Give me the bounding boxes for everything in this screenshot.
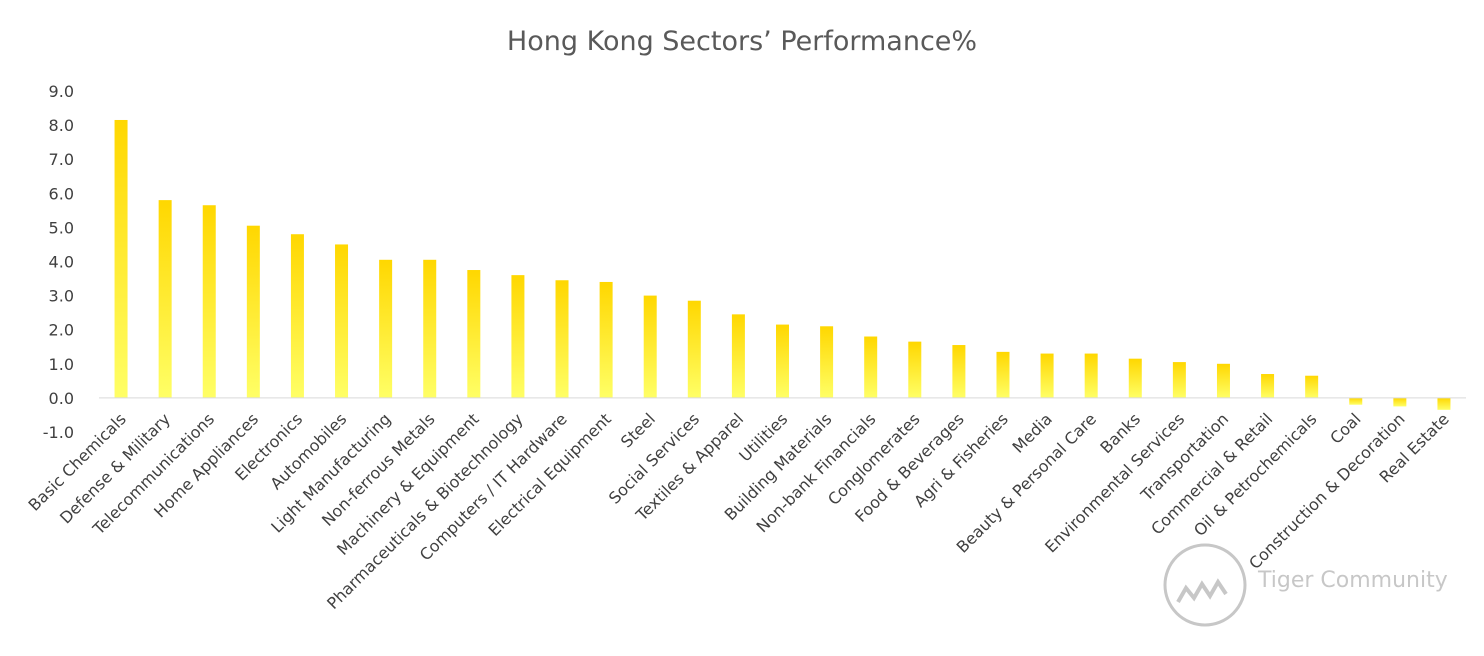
bar bbox=[643, 295, 657, 398]
bar bbox=[908, 341, 922, 398]
bar bbox=[1305, 375, 1319, 398]
bar bbox=[1393, 397, 1407, 407]
y-tick-label: 1.0 bbox=[49, 355, 74, 374]
bar bbox=[467, 270, 481, 398]
bar bbox=[1040, 353, 1054, 398]
bar bbox=[1084, 353, 1098, 398]
bar bbox=[335, 244, 349, 398]
bar bbox=[1216, 363, 1230, 398]
bar bbox=[952, 345, 966, 398]
y-tick-label: 3.0 bbox=[49, 287, 74, 306]
y-tick-label: 8.0 bbox=[49, 116, 74, 135]
bar bbox=[1437, 397, 1451, 410]
y-tick-label: 2.0 bbox=[49, 321, 74, 340]
y-tick-label: 0.0 bbox=[49, 389, 74, 408]
y-axis: 9.0 8.0 7.0 6.0 5.0 4.0 3.0 2.0 1.0 0.0 -1.0 bbox=[43, 82, 74, 442]
bar bbox=[864, 336, 878, 398]
bar bbox=[114, 119, 128, 398]
y-tick-label: -1.0 bbox=[43, 423, 74, 442]
bar bbox=[379, 259, 393, 398]
y-tick-label: 5.0 bbox=[49, 218, 74, 237]
bar bbox=[1172, 362, 1186, 398]
bar bbox=[776, 324, 789, 398]
bar bbox=[731, 314, 745, 398]
tiger-community-logo-icon bbox=[1163, 543, 1247, 627]
category-label: Coal bbox=[1326, 409, 1364, 447]
y-tick-label: 9.0 bbox=[49, 82, 74, 101]
bar bbox=[555, 280, 569, 398]
y-tick-label: 6.0 bbox=[49, 184, 74, 203]
bar bbox=[820, 326, 834, 398]
y-tick-label: 4.0 bbox=[49, 253, 74, 272]
bar bbox=[202, 205, 216, 398]
bar bbox=[1349, 397, 1363, 405]
bar bbox=[599, 281, 613, 398]
bar bbox=[996, 351, 1010, 398]
bar bbox=[1128, 358, 1142, 398]
bars bbox=[114, 119, 1451, 410]
bar bbox=[511, 275, 525, 398]
watermark-text: Tiger Community bbox=[1258, 568, 1448, 593]
watermark: Tiger Community bbox=[1160, 540, 1460, 630]
y-tick-label: 7.0 bbox=[49, 150, 74, 169]
bar bbox=[246, 225, 260, 398]
bar bbox=[158, 200, 172, 398]
bar bbox=[290, 234, 304, 398]
bar bbox=[423, 259, 437, 398]
chart-title: Hong Kong Sectors’ Performance% bbox=[506, 26, 978, 57]
bar bbox=[687, 300, 701, 398]
bar bbox=[1261, 374, 1275, 398]
